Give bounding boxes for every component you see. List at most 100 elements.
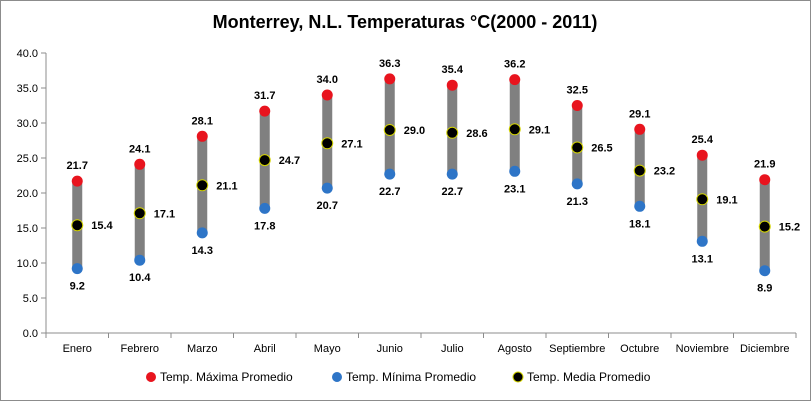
min-label: 22.7	[442, 186, 463, 198]
y-tick-label: 40.0	[17, 48, 38, 60]
min-point	[71, 263, 83, 275]
min-label: 8.9	[757, 283, 772, 295]
x-tick-label: Noviembre	[676, 343, 729, 355]
mean-label: 27.1	[341, 138, 362, 150]
mean-point	[258, 154, 271, 167]
y-tick-label: 5.0	[23, 293, 38, 305]
min-label: 14.3	[192, 245, 213, 257]
max-label: 35.4	[442, 64, 464, 76]
max-point	[446, 79, 458, 91]
min-point	[634, 200, 646, 212]
y-tick-label: 20.0	[17, 188, 38, 200]
x-tick-label: Julio	[441, 343, 464, 355]
mean-point	[508, 123, 521, 136]
max-point	[134, 158, 146, 170]
min-label: 18.1	[629, 218, 650, 230]
min-point	[321, 182, 333, 194]
legend-marker-0	[146, 372, 156, 382]
mean-label: 28.6	[466, 128, 487, 140]
legend: Temp. Máxima Promedio Temp. Mínima Promed…	[146, 370, 651, 384]
min-label: 21.3	[567, 196, 588, 208]
max-label: 25.4	[692, 134, 714, 146]
mean-label: 24.7	[279, 155, 300, 167]
mean-point	[571, 141, 584, 154]
mean-label: 15.4	[91, 220, 113, 232]
legend-label-0: Temp. Máxima Promedio	[160, 370, 293, 384]
mean-label: 15.2	[779, 222, 800, 234]
max-label: 24.1	[129, 143, 150, 155]
min-point	[759, 265, 771, 277]
min-label: 9.2	[70, 281, 85, 293]
y-tick-label: 15.0	[17, 223, 38, 235]
mean-point	[446, 126, 459, 139]
legend-marker-1	[332, 372, 342, 382]
min-point	[446, 168, 458, 180]
legend-marker-2	[512, 371, 524, 383]
min-point	[196, 227, 208, 239]
max-label: 21.9	[754, 159, 775, 171]
min-point	[696, 235, 708, 247]
mean-point	[633, 164, 646, 177]
x-tick-label: Junio	[377, 343, 403, 355]
mean-point	[71, 219, 84, 232]
y-tick-label: 0.0	[23, 328, 38, 340]
x-tick-label: Febrero	[120, 343, 159, 355]
max-label: 34.0	[317, 74, 338, 86]
mean-point	[321, 137, 334, 150]
mean-point	[196, 179, 209, 192]
data-labels: 21.7 9.2 15.4 24.1 10.4 17.1 28.1 14.3 21.1 31.7 1…	[67, 58, 801, 295]
y-tick-label: 30.0	[17, 118, 38, 130]
y-tick-label: 10.0	[17, 258, 38, 270]
min-point	[134, 254, 146, 266]
mean-point	[133, 207, 146, 220]
max-point	[634, 123, 646, 135]
x-tick-label: Mayo	[314, 343, 341, 355]
min-label: 23.1	[504, 183, 525, 195]
mean-point	[758, 220, 771, 233]
max-point	[696, 149, 708, 161]
min-point	[509, 165, 521, 177]
mean-label: 17.1	[154, 208, 175, 220]
x-tick-label: Enero	[63, 343, 92, 355]
max-label: 21.7	[67, 160, 88, 172]
min-label: 17.8	[254, 220, 275, 232]
max-point	[71, 175, 83, 187]
min-label: 13.1	[692, 253, 713, 265]
mean-label: 23.2	[654, 166, 675, 178]
max-label: 31.7	[254, 90, 275, 102]
y-tick-label: 35.0	[17, 83, 38, 95]
mean-label: 21.1	[216, 180, 237, 192]
y-tick-label: 25.0	[17, 153, 38, 165]
min-point	[259, 202, 271, 214]
max-label: 36.2	[504, 59, 525, 71]
min-label: 22.7	[379, 186, 400, 198]
x-tick-label: Octubre	[620, 343, 659, 355]
x-tick-label: Agosto	[498, 343, 532, 355]
axes: 0.0 5.0 10.0 15.0 20.0 25.0 30.0 35.0 40.0 Enero F…	[17, 48, 797, 355]
x-tick-label: Abril	[254, 343, 276, 355]
max-point	[321, 89, 333, 101]
max-label: 29.1	[629, 108, 650, 120]
max-point	[509, 74, 521, 86]
min-label: 20.7	[317, 200, 338, 212]
min-point	[571, 178, 583, 190]
max-label: 28.1	[192, 115, 213, 127]
mean-label: 19.1	[716, 194, 737, 206]
legend-label-2: Temp. Media Promedio	[527, 370, 651, 384]
x-tick-label: Septiembre	[549, 343, 605, 355]
max-point	[259, 105, 271, 117]
mean-point	[383, 124, 396, 136]
max-label: 36.3	[379, 58, 400, 70]
max-point	[571, 100, 583, 111]
max-point	[384, 73, 396, 85]
max-point	[196, 130, 208, 142]
min-label: 10.4	[129, 272, 151, 284]
mean-label: 29.1	[529, 124, 550, 136]
legend-label-1: Temp. Mínima Promedio	[346, 370, 476, 384]
min-point	[384, 168, 396, 180]
x-tick-label: Marzo	[187, 343, 218, 355]
max-label: 32.5	[567, 85, 588, 97]
max-point	[759, 174, 771, 186]
x-tick-label: Diciembre	[740, 343, 790, 355]
